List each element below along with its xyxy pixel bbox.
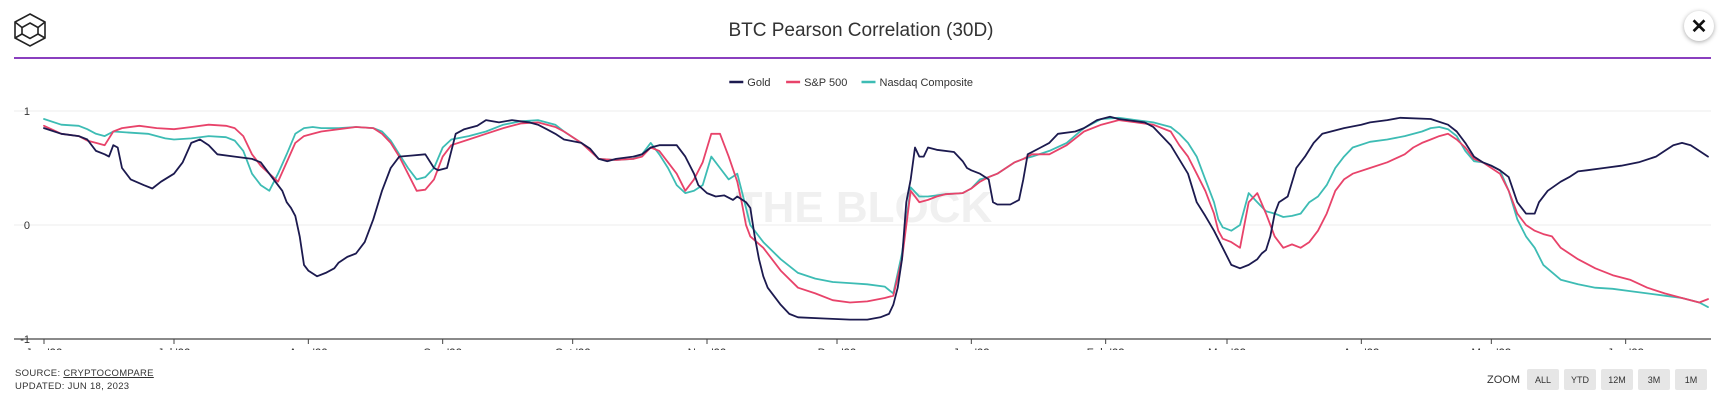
updated-note: UPDATED: JUN 18, 2023: [15, 381, 130, 392]
x-tick-label: May '23: [1471, 348, 1511, 350]
title-divider: [14, 57, 1711, 59]
correlation-chart: THE BLOCK 1 0 -1 Jun '22 Jul '22 Aug '22 Sep '2…: [14, 77, 1711, 350]
x-tick-label: Jun '22: [26, 348, 63, 350]
x-tick-label: Dec '22: [818, 348, 857, 350]
x-tick-label: Feb '23: [1087, 348, 1125, 350]
x-tick-label: Mar '23: [1208, 348, 1246, 350]
y-tick-label: 0: [24, 220, 30, 232]
x-tick-label: Oct '22: [555, 348, 591, 350]
x-tick-label: Jan '23: [953, 348, 990, 350]
watermark-text: THE BLOCK: [736, 183, 993, 232]
legend-label: Nasdaq Composite: [880, 77, 974, 89]
zoom-1m-button[interactable]: 1M: [1675, 369, 1707, 390]
chart-title: BTC Pearson Correlation (30D): [728, 20, 994, 41]
y-tick-label: -1: [20, 334, 30, 346]
x-tick-label: Aug '22: [289, 348, 328, 350]
close-icon: ✕: [1690, 15, 1708, 38]
legend-item-s-p-500[interactable]: S&P 500: [786, 77, 847, 89]
legend-label: Gold: [747, 77, 770, 89]
x-tick-label: Sep '22: [423, 348, 462, 350]
legend-item-nasdaq-composite[interactable]: Nasdaq Composite: [861, 77, 974, 89]
source-prefix: SOURCE:: [15, 368, 64, 379]
zoom-ytd-button[interactable]: YTD: [1564, 369, 1596, 390]
legend: Gold S&P 500 Nasdaq Composite: [729, 77, 973, 89]
x-tick-label: Jun '23: [1607, 348, 1644, 350]
zoom-label: ZOOM: [1487, 374, 1520, 386]
zoom-3m-button[interactable]: 3M: [1638, 369, 1670, 390]
source-note: SOURCE: CRYPTOCOMPARE: [15, 368, 154, 379]
the-block-logo-icon: [14, 13, 46, 47]
legend-item-gold[interactable]: Gold: [729, 77, 771, 89]
close-button[interactable]: ✕: [1684, 11, 1714, 41]
x-tick-label: Apr '23: [1343, 348, 1379, 350]
x-tick-label: Nov '22: [688, 348, 727, 350]
zoom-all-button[interactable]: ALL: [1527, 369, 1559, 390]
series-line-gold: [43, 115, 1709, 321]
x-tick-label: Jul '22: [158, 348, 191, 350]
legend-label: S&P 500: [804, 77, 847, 89]
source-link[interactable]: CRYPTOCOMPARE: [63, 368, 154, 379]
zoom-12m-button[interactable]: 12M: [1601, 369, 1633, 390]
y-tick-label: 1: [24, 106, 30, 118]
